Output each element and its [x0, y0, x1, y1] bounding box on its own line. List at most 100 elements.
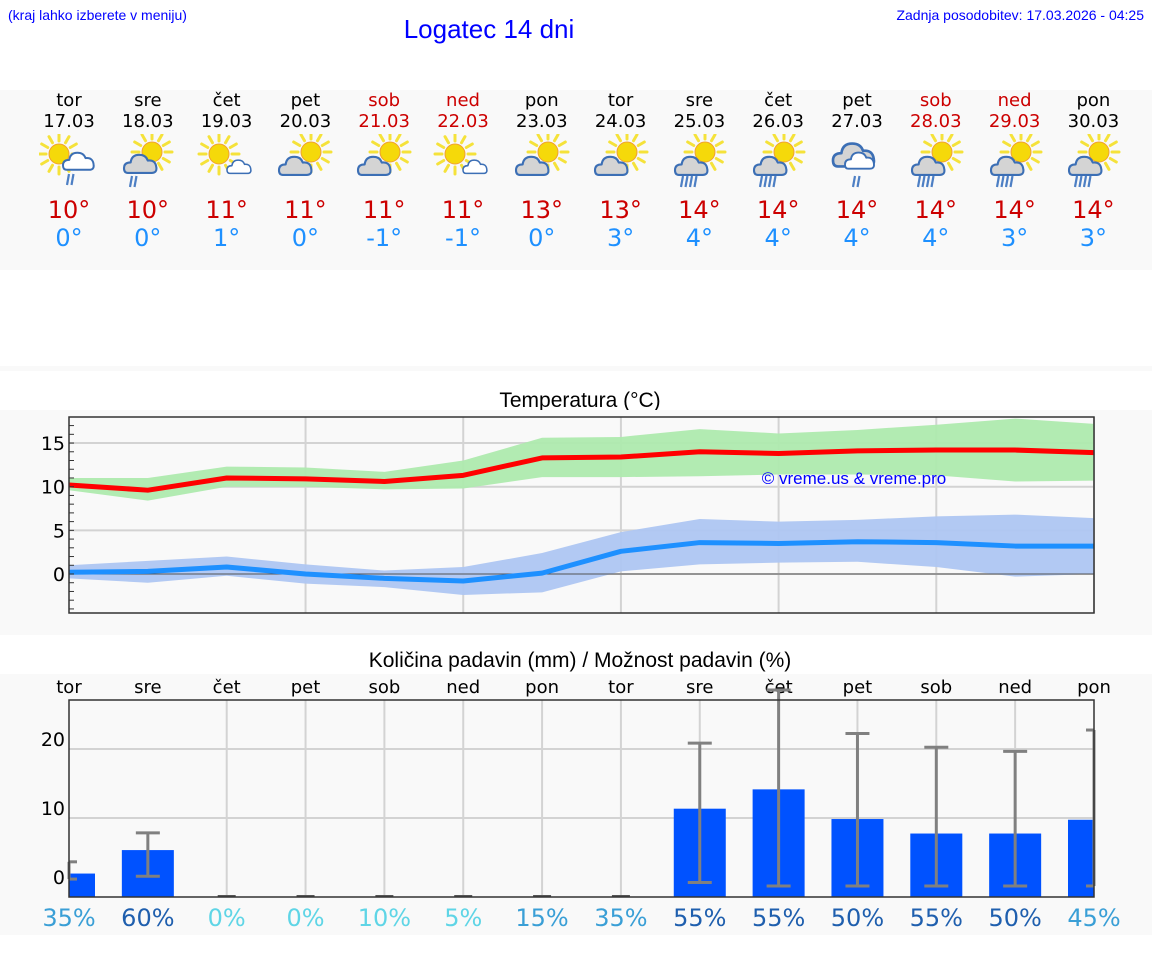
- precip-probability: 55%: [752, 904, 805, 932]
- precip-probability: 45%: [1067, 904, 1120, 932]
- day-date: 24.03: [594, 111, 647, 132]
- precipitation-chart-area: tor sre čet pet sob ned pon tor sre čet pet sob ned p…: [0, 674, 1152, 935]
- precip-probability: 0%: [286, 904, 324, 932]
- day-name: sre: [685, 90, 714, 111]
- sun-grey-cloud-light-rain-icon: [122, 134, 174, 188]
- day-name: sre: [134, 90, 162, 111]
- sun-cloud-rain-icon: [989, 134, 1043, 188]
- max-temperature: 13°: [520, 196, 564, 224]
- day-name: pon: [524, 90, 559, 111]
- svg-text:pon: pon: [1077, 677, 1111, 698]
- min-temperature: 3°: [1079, 224, 1108, 252]
- partly-cloudy-icon: [593, 134, 649, 176]
- precip-probability: 35%: [42, 904, 95, 932]
- sun-cloud-rain-icon: [674, 134, 727, 188]
- min-temperature: 4°: [685, 224, 714, 252]
- precip-probability: 10%: [358, 904, 411, 932]
- max-temperature: 14°: [1072, 196, 1115, 224]
- cloudy-light-rain-icon: [831, 142, 876, 188]
- min-temperature: 0°: [291, 224, 320, 252]
- max-temperature: 14°: [993, 196, 1036, 224]
- min-temperature: -1°: [366, 224, 403, 252]
- sun-cloud-light-rain-icon: [39, 134, 95, 186]
- partly-cloudy-icon: [278, 134, 333, 176]
- svg-text:sob: sob: [368, 677, 400, 698]
- min-temperature: 4°: [764, 224, 792, 252]
- day-forecast: pon 30.03 14° 3°: [1053, 90, 1133, 252]
- day-name: tor: [56, 90, 82, 111]
- min-temperature: 3°: [606, 224, 635, 252]
- day-date: 29.03: [988, 111, 1041, 132]
- svg-text:tor: tor: [608, 677, 634, 698]
- sun-cloud-rain-icon: [1068, 134, 1121, 188]
- min-temperature: -1°: [445, 224, 481, 252]
- day-date: 27.03: [831, 111, 883, 132]
- svg-text:5: 5: [53, 520, 65, 542]
- day-forecast: čet 19.03 11° 1°: [187, 90, 267, 252]
- svg-text:čet: čet: [213, 677, 241, 698]
- min-temperature: 4°: [922, 224, 950, 252]
- day-name: pon: [1076, 90, 1111, 111]
- svg-text:ned: ned: [446, 677, 480, 698]
- day-name: pet: [842, 90, 872, 111]
- day-name: ned: [446, 90, 480, 111]
- precip-probability: 0%: [208, 904, 246, 932]
- day-forecast: tor 24.03 13° 3°: [581, 90, 661, 252]
- sun-cloud-rain-icon: [753, 134, 806, 188]
- day-name: tor: [607, 90, 634, 111]
- partly-cloudy-icon: [357, 134, 412, 176]
- day-date: 26.03: [752, 111, 804, 132]
- min-temperature: 0°: [528, 224, 556, 252]
- day-date: 20.03: [279, 111, 332, 132]
- day-name: sob: [919, 90, 952, 111]
- precip-probability: 15%: [515, 904, 568, 932]
- day-date: 19.03: [200, 111, 253, 132]
- day-forecast: ned 22.03 11° -1°: [423, 90, 503, 252]
- precip-probability: 55%: [910, 904, 963, 932]
- max-temperature: 11°: [362, 196, 406, 224]
- min-temperature: 1°: [212, 224, 241, 252]
- svg-text:pet: pet: [843, 677, 873, 698]
- precip-probability: 35%: [594, 904, 647, 932]
- day-name: čet: [764, 90, 793, 111]
- day-forecast: ned 29.03 14° 3°: [975, 90, 1055, 252]
- day-forecast: pon 23.03 13° 0°: [502, 90, 582, 252]
- precip-probability: 5%: [444, 904, 482, 932]
- svg-text:tor: tor: [56, 677, 82, 698]
- max-temperature: 10°: [47, 196, 91, 224]
- max-temperature: 14°: [756, 196, 800, 224]
- max-temperature: 11°: [284, 196, 327, 224]
- max-temperature: 14°: [914, 196, 958, 224]
- temperature-chart: 0 5 10 15 © vreme.us & vreme.pro: [41, 416, 1095, 614]
- day-forecast: tor 17.03 10° 0°: [29, 90, 109, 252]
- precip-probability: 50%: [988, 904, 1041, 932]
- day-name: pet: [290, 90, 321, 111]
- day-date: 22.03: [437, 111, 489, 132]
- svg-text:15: 15: [41, 433, 65, 455]
- day-date: 21.03: [358, 111, 410, 132]
- page-title: Logatec 14 dni: [403, 14, 575, 44]
- temperature-chart-area: 0 5 10 15 © vreme.us & vreme.pro: [0, 410, 1152, 635]
- svg-text:sre: sre: [686, 677, 713, 698]
- svg-text:sre: sre: [134, 677, 161, 698]
- max-temperature: 14°: [835, 196, 879, 224]
- day-date: 23.03: [516, 111, 568, 132]
- day-date: 17.03: [43, 111, 95, 132]
- min-temperature: 0°: [55, 224, 83, 252]
- sun-small-cloud-icon: [197, 134, 252, 176]
- precipitation-chart: tor sre čet pet sob ned pon tor sre čet pet sob ned p…: [41, 677, 1121, 932]
- day-date: 25.03: [673, 111, 726, 132]
- max-temperature: 10°: [126, 196, 170, 224]
- last-update: Zadnja posodobitev: 17.03.2026 - 04:25: [896, 7, 1144, 23]
- precip-probability: 55%: [673, 904, 726, 932]
- max-temperature: 11°: [205, 196, 248, 224]
- precip-probability: 60%: [121, 904, 174, 932]
- max-temperature: 13°: [599, 196, 642, 224]
- svg-text:pet: pet: [291, 677, 321, 698]
- day-forecast: pet 20.03 11° 0°: [265, 90, 345, 252]
- day-forecast: pet 27.03 14° 4°: [817, 90, 897, 252]
- min-temperature: 4°: [843, 224, 871, 252]
- watermark: © vreme.us & vreme.pro: [762, 469, 946, 488]
- svg-text:20: 20: [41, 729, 65, 751]
- day-name: čet: [212, 90, 241, 111]
